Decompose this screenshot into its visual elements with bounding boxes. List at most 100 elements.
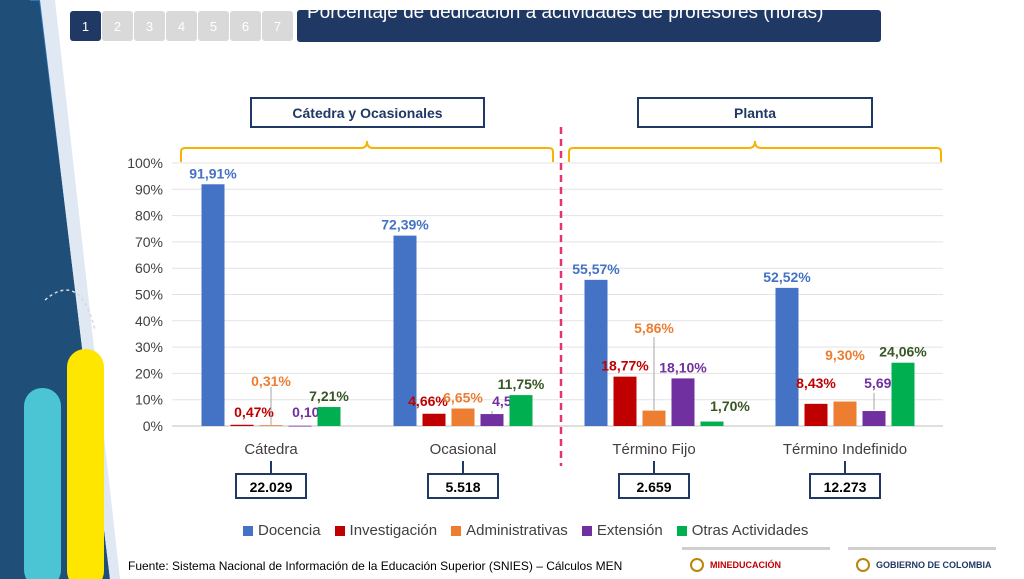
- y-tick-label: 60%: [135, 260, 163, 276]
- step-tab-5[interactable]: 5: [198, 11, 229, 41]
- data-label: 6,65%: [443, 390, 483, 406]
- bar-4-3: [891, 362, 915, 426]
- source-note: Fuente: Sistema Nacional de Información …: [128, 559, 623, 573]
- x-category-label: Término Fijo: [612, 441, 695, 458]
- data-label: 18,77%: [601, 358, 649, 374]
- step-tab-3[interactable]: 3: [134, 11, 165, 41]
- y-tick-label: 0%: [143, 418, 163, 434]
- y-tick-label: 90%: [135, 181, 163, 197]
- legend-swatch: [334, 525, 345, 536]
- data-label: 0,47%: [234, 404, 274, 420]
- y-tick-label: 30%: [135, 339, 163, 355]
- total-box: [235, 473, 307, 499]
- step-tab-7[interactable]: 7: [262, 11, 293, 41]
- data-label: 55,57%: [572, 261, 620, 277]
- bar-0-3: [775, 287, 799, 426]
- bar-1-3: [804, 403, 828, 426]
- legend-item: Administrativas: [451, 522, 568, 539]
- bar-0-0: [201, 184, 225, 426]
- legend-swatch: [243, 525, 253, 536]
- group-header-catedra-ocasionales: [250, 97, 485, 128]
- group-brace: [568, 140, 942, 162]
- legend-label: Investigación: [349, 522, 438, 539]
- bar-0-1: [393, 235, 417, 426]
- legend-swatch: [581, 525, 592, 536]
- data-label: 11,75%: [498, 376, 545, 392]
- step-tab-4[interactable]: 4: [166, 11, 197, 41]
- legend-item: Docencia: [243, 522, 321, 539]
- category-total: 12.273: [824, 479, 867, 495]
- chart-legend: Docencia Investigación Administrativas Exte…: [243, 522, 808, 539]
- title-bar: Porcentaje de dedicación a actividades d…: [297, 10, 881, 42]
- legend-item: Otras Actividades: [676, 522, 809, 539]
- bar-4-0: [317, 407, 341, 426]
- y-tick-label: 40%: [135, 313, 163, 329]
- step-tab-2[interactable]: 2: [102, 11, 133, 41]
- bar-0-2: [584, 279, 608, 426]
- decorative-background: [0, 0, 120, 579]
- x-category-label: Cátedra: [244, 441, 298, 458]
- data-label: 91,91%: [189, 165, 237, 181]
- y-tick-label: 20%: [135, 365, 163, 381]
- data-label: 24,06%: [879, 344, 927, 360]
- bar-1-1: [422, 413, 446, 426]
- step-tab-1[interactable]: 1: [70, 11, 101, 41]
- legend-swatch: [676, 525, 687, 536]
- data-label: 0,31%: [251, 373, 291, 389]
- total-box: [427, 473, 499, 499]
- y-tick-label: 50%: [135, 287, 163, 303]
- bar-2-1: [451, 408, 475, 426]
- bar-1-0: [230, 424, 254, 426]
- data-label: 18,10%: [659, 359, 707, 375]
- data-label: 52,52%: [763, 269, 811, 285]
- mineducacion-logo: MINEDUCACIÓN: [682, 547, 830, 579]
- bar-2-2: [642, 410, 666, 426]
- category-total: 5.518: [445, 479, 480, 495]
- bar-3-3: [862, 411, 886, 426]
- category-total: 22.029: [250, 479, 293, 495]
- group-brace: [180, 140, 554, 162]
- bar-3-0: [288, 425, 312, 427]
- data-label: 72,39%: [381, 217, 429, 233]
- step-tab-6[interactable]: 6: [230, 11, 261, 41]
- bar-4-1: [509, 395, 533, 426]
- step-navigation: 1 2 3 4 5 6 7: [70, 11, 293, 41]
- legend-item: Extensión: [581, 522, 663, 539]
- y-tick-label: 70%: [135, 234, 163, 250]
- gobierno-colombia-logo: GOBIERNO DE COLOMBIA: [848, 547, 996, 579]
- legend-label: Otras Actividades: [691, 522, 809, 539]
- legend-label: Docencia: [258, 522, 321, 539]
- legend-item: Investigación: [334, 522, 438, 539]
- bar-4-2: [700, 421, 724, 426]
- data-label: 9,30%: [825, 347, 865, 363]
- category-total: 2.659: [636, 479, 671, 495]
- group-label: Cátedra y Ocasionales: [292, 105, 442, 121]
- data-label: 4,66%: [408, 393, 448, 409]
- data-label: 5,86%: [634, 320, 674, 336]
- gobierno-logo-text: GOBIERNO DE COLOMBIA: [876, 559, 992, 570]
- mineducacion-logo-text: MINEDUCACIÓN: [710, 559, 781, 570]
- bar-1-2: [613, 376, 637, 426]
- data-label: 7,21%: [309, 388, 349, 404]
- seal-icon: [856, 557, 870, 572]
- legend-label: Administrativas: [466, 522, 568, 539]
- seal-icon: [690, 557, 704, 572]
- total-box: [618, 473, 690, 499]
- total-box: [809, 473, 881, 499]
- x-category-label: Ocasional: [430, 441, 497, 458]
- y-tick-label: 100%: [127, 155, 163, 171]
- group-header-planta: [637, 97, 873, 128]
- group-label: Planta: [734, 105, 776, 121]
- x-category-label: Término Indefinido: [783, 441, 907, 458]
- bar-3-1: [480, 414, 504, 426]
- page-title: Porcentaje de dedicación a actividades d…: [307, 10, 824, 23]
- legend-label: Extensión: [596, 522, 663, 539]
- y-tick-label: 80%: [135, 208, 163, 224]
- data-label: 1,70%: [710, 398, 750, 414]
- y-tick-label: 10%: [135, 392, 163, 408]
- bar-3-2: [671, 378, 695, 426]
- data-label: 8,43%: [796, 375, 836, 391]
- legend-swatch: [451, 525, 462, 536]
- bar-2-3: [833, 401, 857, 426]
